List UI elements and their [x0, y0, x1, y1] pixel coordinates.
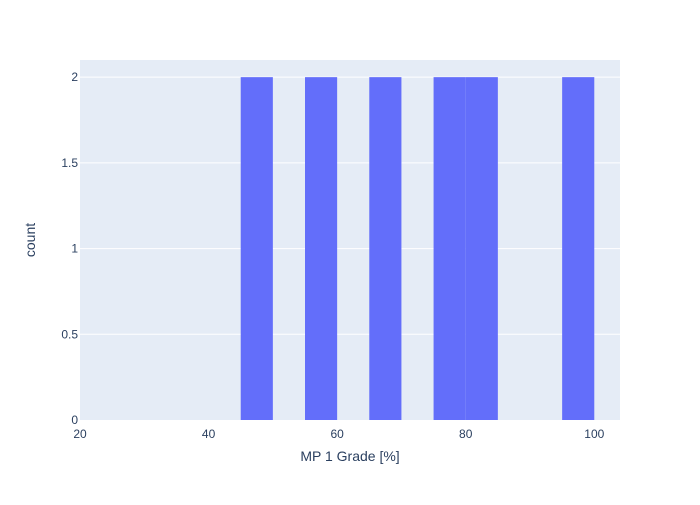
y-tick-layer: 0 0.5 1 1.5 2: [61, 70, 78, 427]
y-axis-title: count: [22, 223, 38, 257]
bar-layer: [240, 77, 595, 421]
histogram-bar: [305, 77, 338, 421]
histogram-bar: [240, 77, 273, 421]
histogram-bar: [562, 77, 595, 421]
x-axis-title: MP 1 Grade [%]: [300, 448, 399, 464]
x-tick-label: 60: [330, 427, 344, 441]
histogram-bar: [465, 77, 498, 421]
y-tick-label: 1.5: [61, 156, 78, 170]
x-tick-layer: 20 40 60 80 100: [73, 427, 604, 441]
y-tick-label: 1: [71, 242, 78, 256]
y-tick-label: 2: [71, 70, 78, 84]
histogram-bar: [433, 77, 466, 421]
grid-layer: [80, 76, 620, 335]
y-tick-label: 0.5: [61, 327, 78, 341]
y-tick-label: 0: [71, 413, 78, 427]
plot-background: [80, 60, 620, 420]
histogram-bar: [369, 77, 402, 421]
x-tick-label: 40: [202, 427, 216, 441]
x-tick-label: 100: [584, 427, 604, 441]
x-tick-label: 20: [73, 427, 87, 441]
x-tick-label: 80: [459, 427, 473, 441]
